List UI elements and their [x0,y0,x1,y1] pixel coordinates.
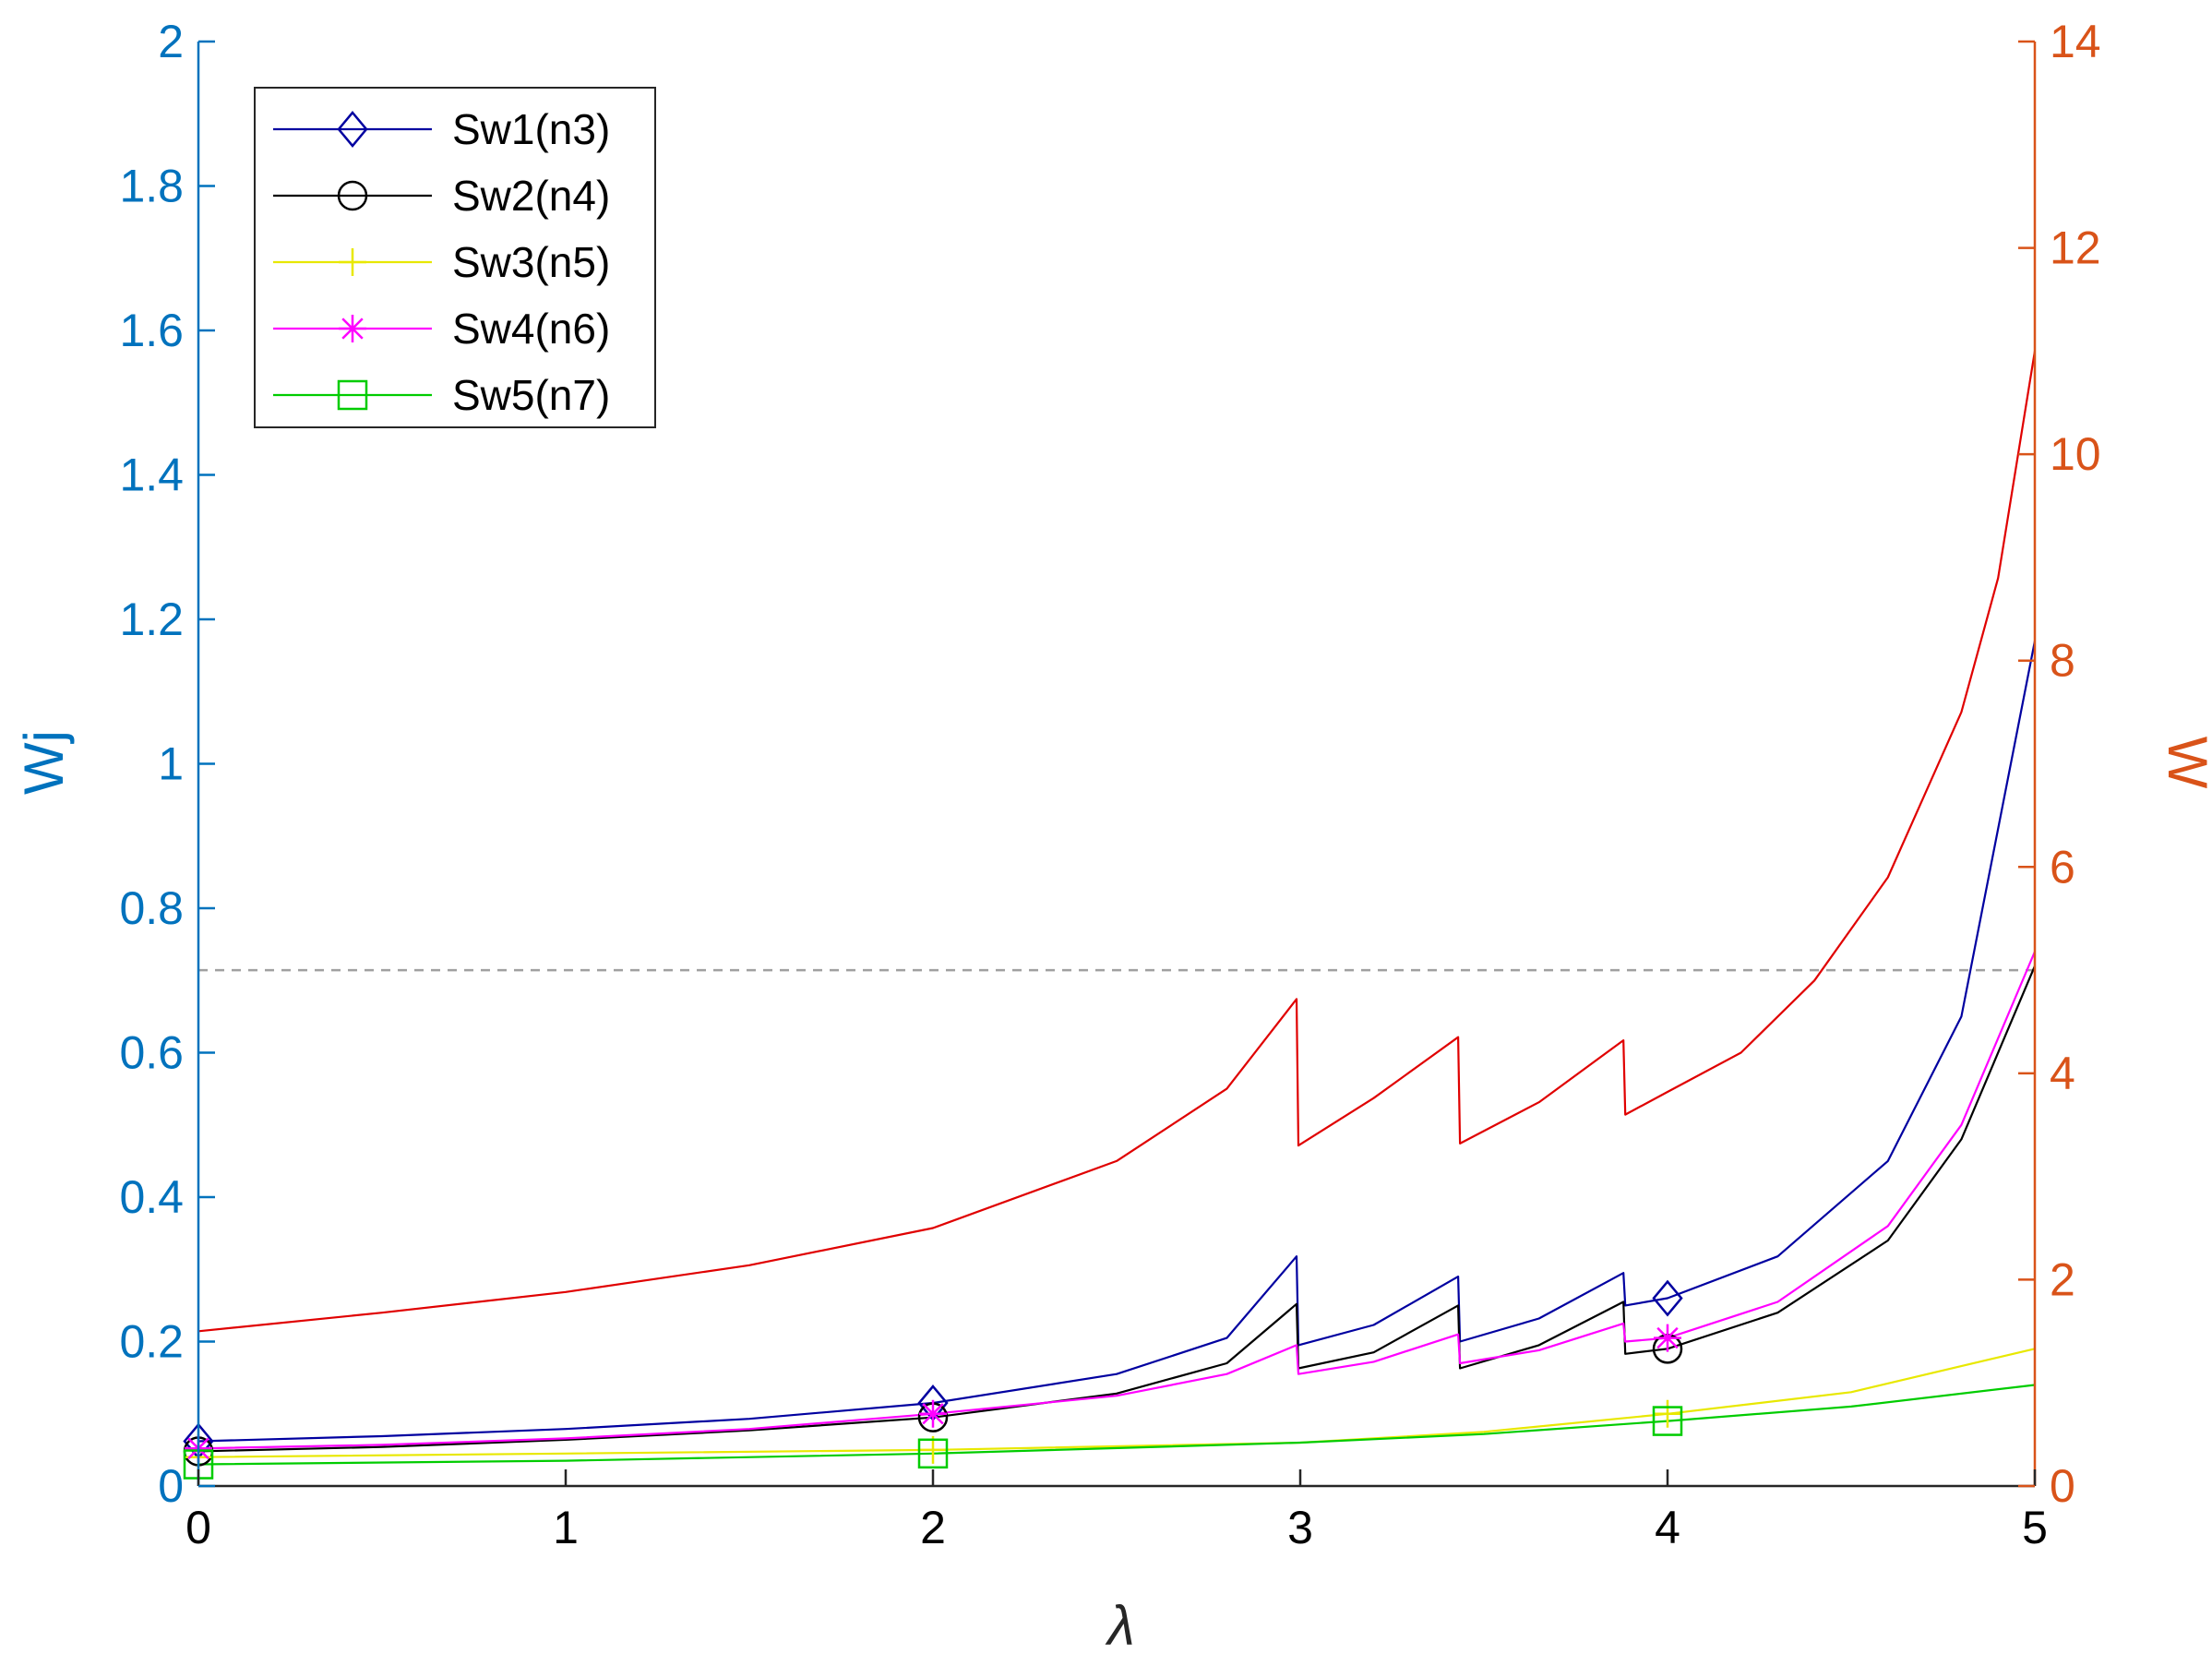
x-tick-label: 2 [920,1502,946,1553]
series-line-5 [197,1384,2036,1466]
y-right-tick-label: 14 [2050,16,2101,67]
y-axis-left-label: Wj [13,730,75,795]
y-left-tick-label: 1.4 [119,449,184,501]
legend-marker-icon [337,111,368,148]
y-left-tick-label: 0.6 [119,1027,184,1079]
legend-label: Sw1(n3) [452,105,610,153]
y-left-tick-label: 1.6 [119,305,184,356]
series-1-marker [1652,1279,1683,1317]
legend-marker-icon [339,315,366,342]
x-tick-label: 0 [185,1502,211,1553]
y-left-tick-label: 0 [158,1460,184,1512]
series-5-marker [917,1438,949,1469]
y-left-tick-label: 0.4 [119,1171,184,1223]
y-left-tick-label: 1.8 [119,161,184,212]
y-left-tick-label: 1.2 [119,593,184,645]
legend-entry: Sw1(n3) [273,105,610,153]
legend-marker-icon [337,379,368,411]
series-line-1 [197,641,2037,1443]
legend-label: Sw4(n6) [452,305,610,353]
legend-entry: Sw2(n4) [273,172,610,220]
legend-entries: Sw1(n3) Sw2(n4) Sw3(n5) Sw4(n6) Sw5(n7) [273,105,610,419]
legend-entry: Sw3(n5) [273,238,610,286]
legend-box [254,87,656,428]
series-4-marker [919,1399,947,1428]
y-left-tick-label: 1 [158,738,184,790]
y-left-tick-label: 2 [158,16,184,67]
ticks-layer: 0 1 2 3 4 500.20.40.60.811.21.41.61.820246810… [119,16,2100,1553]
y-left-tick-label: 0.2 [119,1316,184,1368]
y-right-tick-label: 10 [2050,428,2101,480]
legend: Sw1(n3) Sw2(n4) Sw3(n5) Sw4(n6) Sw5(n7) [254,87,656,428]
series-line-6 [197,351,2037,1333]
x-tick-label: 1 [553,1502,579,1553]
legend-label: Sw5(n7) [452,371,610,419]
y-axis-right-label: W [2157,737,2212,789]
y-right-tick-label: 4 [2050,1048,2075,1099]
series-4-marker [1654,1324,1681,1352]
series-line-3 [197,1348,2036,1458]
x-tick-label: 3 [1287,1502,1313,1553]
series-line-2 [197,965,2037,1453]
legend-entry: Sw5(n7) [273,371,610,419]
series-line-4 [197,951,2037,1450]
legend-marker-icon [337,180,368,211]
x-tick-label: 5 [2022,1502,2048,1553]
y-right-tick-label: 0 [2050,1460,2075,1512]
legend-label: Sw3(n5) [452,238,610,286]
y-right-tick-label: 2 [2050,1253,2075,1305]
legend-marker-icon [339,248,366,276]
legend-entry: Sw4(n6) [273,305,610,353]
series-layer [197,351,2037,1466]
y-right-tick-label: 6 [2050,841,2075,893]
y-right-tick-label: 8 [2050,635,2075,687]
series-3-marker [1654,1399,1681,1428]
series-5-marker [1652,1406,1683,1436]
x-tick-label: 4 [1655,1502,1680,1553]
y-left-tick-label: 0.8 [119,882,184,934]
x-axis-label: λ [1105,1595,1135,1657]
legend-label: Sw2(n4) [452,172,610,220]
y-right-tick-label: 12 [2050,222,2101,274]
